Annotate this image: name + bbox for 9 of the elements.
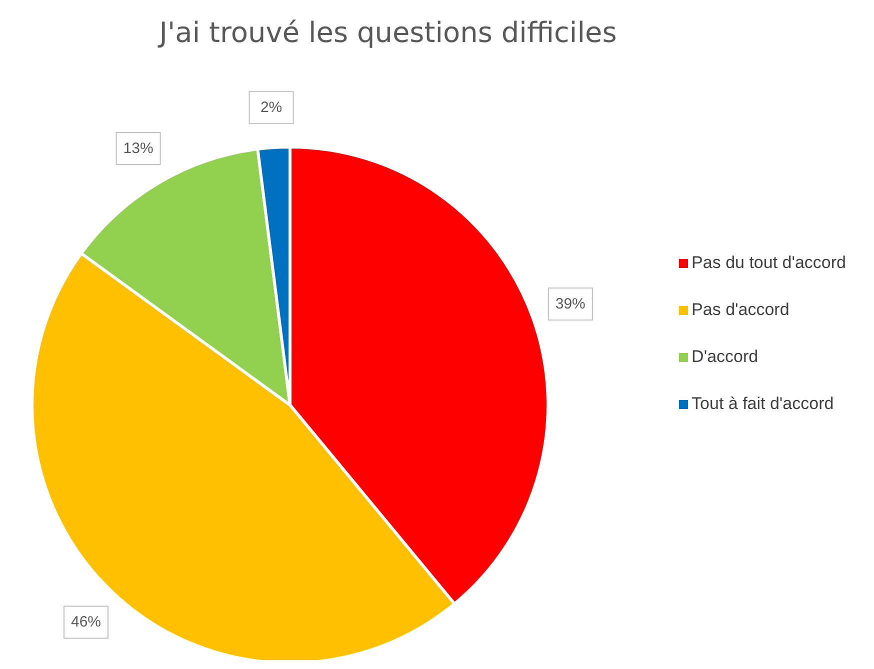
chart-title: J'ai trouvé les questions difficiles <box>156 16 618 49</box>
data-label: 46% <box>70 614 102 631</box>
data-label: 13% <box>123 140 154 157</box>
legend-label: Pas du tout d'accord <box>692 253 846 272</box>
data-label: 39% <box>555 296 586 313</box>
legend-label: D'accord <box>692 347 758 366</box>
data-label: 2% <box>260 99 282 116</box>
legend-label: Tout à fait d'accord <box>692 394 834 413</box>
legend-label: Pas d'accord <box>692 300 790 319</box>
